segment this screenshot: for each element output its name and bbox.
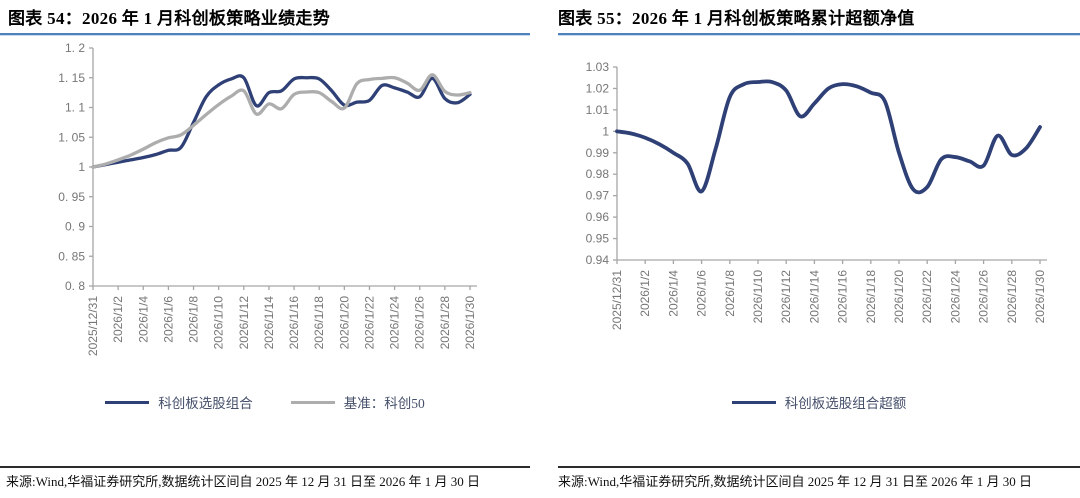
svg-text:1: 1 (602, 124, 609, 138)
svg-text:2026/1/4: 2026/1/4 (136, 296, 150, 343)
svg-text:2026/1/2: 2026/1/2 (111, 296, 125, 343)
svg-text:1.02: 1.02 (586, 81, 610, 95)
svg-text:2026/1/2: 2026/1/2 (638, 270, 652, 317)
svg-text:2026/1/8: 2026/1/8 (723, 270, 737, 317)
svg-text:2026/1/24: 2026/1/24 (948, 270, 962, 324)
excess-nav-line-chart: 1.031.021.0110.990.980.970.960.950.94202… (586, 60, 1047, 330)
svg-text:2026/1/22: 2026/1/22 (362, 296, 376, 350)
svg-text:2026/1/20: 2026/1/20 (337, 296, 351, 350)
svg-text:0.96: 0.96 (586, 210, 610, 224)
svg-text:2026/1/30: 2026/1/30 (463, 296, 477, 350)
svg-text:2026/1/12: 2026/1/12 (779, 270, 793, 324)
svg-text:0.94: 0.94 (586, 253, 610, 267)
legend-label: 基准：科创50 (343, 396, 425, 411)
figure-54-title-rule (0, 33, 530, 35)
legend-label: 科创板选股组合 (158, 396, 253, 411)
svg-text:1.01: 1.01 (586, 103, 610, 117)
svg-text:2026/1/22: 2026/1/22 (920, 270, 934, 324)
figure-55-source-note: 来源:Wind,华福证券研究所,数据统计区间自 2025 年 12 月 31 日… (558, 466, 1080, 498)
svg-text:2026/1/10: 2026/1/10 (751, 270, 765, 324)
svg-text:2026/1/12: 2026/1/12 (237, 296, 251, 350)
svg-text:1. 05: 1. 05 (58, 130, 85, 144)
svg-text:2026/1/16: 2026/1/16 (287, 296, 301, 350)
svg-text:1.03: 1.03 (586, 60, 610, 74)
legend-item-benchmark: 基准：科创50 (290, 392, 425, 412)
svg-text:0. 95: 0. 95 (58, 190, 85, 204)
svg-text:2025/12/31: 2025/12/31 (86, 296, 100, 356)
svg-text:2026/1/6: 2026/1/6 (161, 296, 175, 343)
svg-text:2026/1/16: 2026/1/16 (836, 270, 850, 324)
svg-text:2026/1/26: 2026/1/26 (977, 270, 991, 324)
legend-label: 科创板选股组合超额 (784, 396, 907, 411)
svg-text:2026/1/4: 2026/1/4 (666, 270, 680, 317)
figure-54-legend: 科创板选股组合 基准：科创50 (0, 389, 530, 415)
portfolio-line-swatch (105, 400, 150, 404)
svg-text:2026/1/18: 2026/1/18 (864, 270, 878, 324)
svg-text:2026/1/30: 2026/1/30 (1033, 270, 1047, 324)
svg-text:2026/1/20: 2026/1/20 (892, 270, 906, 324)
svg-text:2026/1/8: 2026/1/8 (187, 296, 201, 343)
benchmark-line-swatch (290, 400, 335, 404)
excess-line-swatch (731, 400, 776, 404)
figure-55-legend: 科创板选股组合超额 (558, 389, 1080, 415)
svg-text:1. 1: 1. 1 (65, 101, 85, 115)
svg-text:2026/1/24: 2026/1/24 (388, 296, 402, 350)
svg-text:2026/1/14: 2026/1/14 (262, 296, 276, 350)
svg-text:2026/1/10: 2026/1/10 (212, 296, 226, 350)
svg-text:0. 8: 0. 8 (65, 279, 85, 293)
figure-55-title: 图表 55：2026 年 1 月科创板策略累计超额净值 (558, 9, 915, 28)
svg-text:0.99: 0.99 (586, 146, 610, 160)
figure-54-title: 图表 54：2026 年 1 月科创板策略业绩走势 (8, 9, 330, 28)
svg-text:0. 85: 0. 85 (58, 249, 85, 263)
legend-item-excess: 科创板选股组合超额 (731, 392, 907, 412)
svg-text:2025/12/31: 2025/12/31 (610, 270, 624, 330)
figure-54-source-note: 来源:Wind,华福证券研究所,数据统计区间自 2025 年 12 月 31 日… (0, 466, 530, 498)
figure-54: 图表 54：2026 年 1 月科创板策略业绩走势 1. 2 1. 15 1. 1 1… (0, 0, 530, 498)
svg-text:2026/1/28: 2026/1/28 (438, 296, 452, 350)
svg-text:1. 15: 1. 15 (58, 71, 85, 85)
svg-text:1. 2: 1. 2 (65, 41, 85, 55)
svg-text:1: 1 (78, 160, 85, 174)
svg-text:0. 9: 0. 9 (65, 220, 85, 234)
svg-text:0.95: 0.95 (586, 232, 610, 246)
svg-text:2026/1/26: 2026/1/26 (413, 296, 427, 350)
svg-text:0.97: 0.97 (586, 189, 610, 203)
figure-55: 图表 55：2026 年 1 月科创板策略累计超额净值 1.03 1.02 1.01… (550, 0, 1080, 498)
legend-item-portfolio: 科创板选股组合 (105, 392, 253, 412)
svg-text:2026/1/6: 2026/1/6 (695, 270, 709, 317)
svg-text:2026/1/14: 2026/1/14 (807, 270, 821, 324)
svg-text:0.98: 0.98 (586, 167, 610, 181)
svg-text:2026/1/28: 2026/1/28 (1005, 270, 1019, 324)
svg-text:2026/1/18: 2026/1/18 (312, 296, 326, 350)
figure-55-title-rule (558, 33, 1080, 35)
